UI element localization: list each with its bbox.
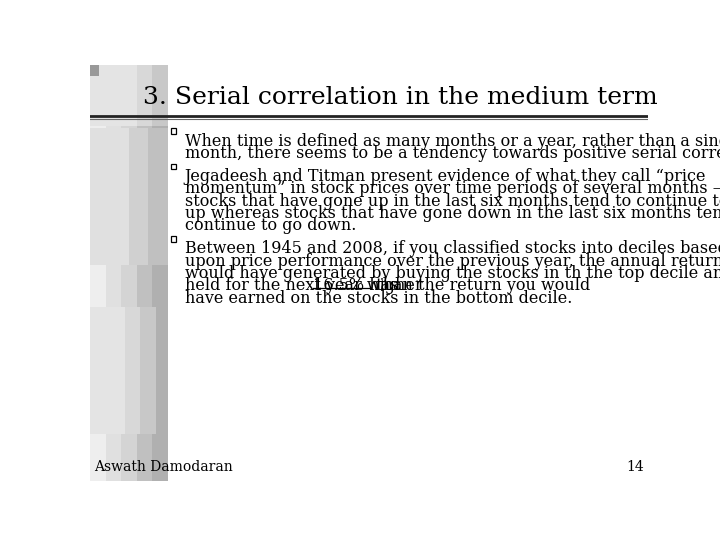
Bar [171, 129, 176, 134]
Bar [171, 236, 176, 241]
Bar [90, 128, 129, 265]
Bar [90, 307, 156, 434]
Bar [90, 65, 168, 481]
Bar [90, 65, 121, 481]
Text: 3. Serial correlation in the medium term: 3. Serial correlation in the medium term [143, 86, 657, 110]
Text: than the return you would: than the return you would [371, 278, 590, 294]
Bar [90, 65, 137, 126]
Text: stocks that have gone up in the last six months tend to continue to go: stocks that have gone up in the last six… [184, 193, 720, 210]
Text: have earned on the stocks in the bottom decile.: have earned on the stocks in the bottom … [184, 289, 572, 307]
Text: month, there seems to be a tendency towards positive serial correlation.: month, there seems to be a tendency towa… [184, 145, 720, 162]
Text: 14: 14 [626, 461, 644, 475]
Text: Between 1945 and 2008, if you classified stocks into deciles based: Between 1945 and 2008, if you classified… [184, 240, 720, 258]
Text: up whereas stocks that have gone down in the last six months tend to: up whereas stocks that have gone down in… [184, 205, 720, 222]
Text: upon price performance over the previous year, the annual return you: upon price performance over the previous… [184, 253, 720, 269]
Text: Aswath Damodaran: Aswath Damodaran [94, 461, 233, 475]
Bar [90, 65, 168, 126]
Text: 16.5% higher: 16.5% higher [313, 278, 423, 294]
Text: continue to go down.: continue to go down. [184, 217, 356, 234]
Bar [90, 65, 99, 76]
Bar [90, 65, 152, 126]
Bar [90, 65, 152, 481]
Text: Jegadeesh and Titman present evidence of what they call “price: Jegadeesh and Titman present evidence of… [184, 168, 706, 185]
Text: When time is defined as many months or a year, rather than a single: When time is defined as many months or a… [184, 132, 720, 150]
Bar [90, 128, 148, 265]
Text: would have generated by buying the stocks in th the top decile and: would have generated by buying the stock… [184, 265, 720, 282]
Bar [90, 65, 106, 481]
Bar [90, 65, 137, 481]
Text: held for the next year was: held for the next year was [184, 278, 403, 294]
Bar [90, 307, 125, 434]
Bar [90, 128, 168, 265]
Bar [90, 307, 140, 434]
Bar [171, 164, 176, 169]
Text: momentum” in stock prices over time periods of several months –: momentum” in stock prices over time peri… [184, 180, 720, 197]
